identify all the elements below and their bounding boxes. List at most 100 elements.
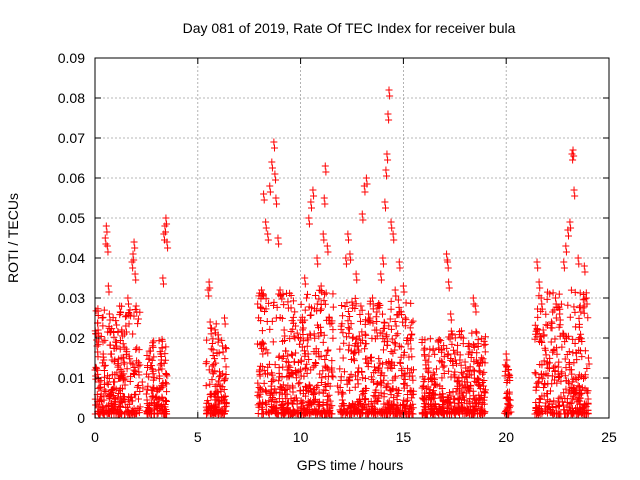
- data-point: [572, 323, 580, 331]
- data-point: [420, 346, 428, 354]
- data-point: [447, 355, 455, 363]
- data-point: [323, 242, 331, 250]
- data-point: [310, 192, 318, 200]
- data-point: [258, 403, 266, 411]
- data-point: [130, 256, 138, 264]
- data-point: [130, 410, 138, 418]
- data-point: [466, 395, 474, 403]
- data-point: [143, 351, 151, 359]
- data-point: [573, 356, 581, 364]
- data-point: [448, 340, 456, 348]
- data-point: [393, 392, 401, 400]
- data-point: [212, 359, 220, 367]
- data-point: [135, 346, 143, 354]
- data-point: [548, 409, 556, 417]
- data-point: [573, 404, 581, 412]
- data-point: [431, 380, 439, 388]
- data-point: [538, 300, 546, 308]
- data-point: [532, 399, 540, 407]
- data-point: [347, 370, 355, 378]
- data-point: [383, 341, 391, 349]
- data-point: [551, 335, 559, 343]
- data-point: [426, 335, 434, 343]
- data-point: [209, 368, 217, 376]
- data-point: [387, 297, 395, 305]
- data-point: [429, 369, 437, 377]
- data-point: [476, 368, 484, 376]
- data-point: [391, 317, 399, 325]
- data-point: [97, 390, 105, 398]
- data-point: [568, 387, 576, 395]
- data-point: [214, 398, 222, 406]
- data-point: [115, 390, 123, 398]
- data-point: [581, 371, 589, 379]
- data-point: [347, 356, 355, 364]
- data-point: [469, 402, 477, 410]
- data-point: [106, 341, 114, 349]
- data-point: [320, 386, 328, 394]
- data-point: [551, 362, 559, 370]
- data-point: [110, 410, 118, 418]
- data-point: [470, 358, 478, 366]
- data-point: [113, 321, 121, 329]
- y-tick-label: 0.08: [58, 90, 85, 106]
- data-point: [443, 399, 451, 407]
- data-point: [155, 401, 163, 409]
- data-point: [379, 346, 387, 354]
- data-point: [292, 322, 300, 330]
- data-point: [317, 352, 325, 360]
- data-point: [210, 402, 218, 410]
- data-point: [567, 286, 575, 294]
- data-point: [313, 307, 321, 315]
- data-point: [453, 360, 461, 368]
- data-point: [575, 304, 583, 312]
- data-point: [376, 408, 384, 416]
- data-point: [208, 376, 216, 384]
- data-point: [159, 280, 167, 288]
- data-point: [456, 380, 464, 388]
- data-point: [346, 325, 354, 333]
- data-point: [262, 218, 270, 226]
- data-point: [211, 382, 219, 390]
- data-point: [451, 399, 459, 407]
- data-point: [126, 306, 134, 314]
- data-point: [94, 326, 102, 334]
- data-point: [303, 369, 311, 377]
- data-point: [298, 343, 306, 351]
- data-point: [136, 403, 144, 411]
- data-point: [316, 370, 324, 378]
- data-point: [120, 354, 128, 362]
- data-point: [270, 138, 278, 146]
- data-point: [299, 331, 307, 339]
- data-point: [303, 290, 311, 298]
- data-point: [107, 391, 115, 399]
- data-point: [455, 374, 463, 382]
- data-point: [206, 318, 214, 326]
- data-point: [546, 290, 554, 298]
- data-point: [277, 292, 285, 300]
- data-point: [377, 270, 385, 278]
- data-point: [584, 410, 592, 418]
- data-point: [392, 322, 400, 330]
- data-point: [104, 282, 112, 290]
- data-point: [295, 367, 303, 375]
- data-point: [537, 333, 545, 341]
- data-point: [340, 339, 348, 347]
- data-point: [322, 289, 330, 297]
- data-point: [542, 399, 550, 407]
- data-point: [258, 292, 266, 300]
- data-point: [395, 386, 403, 394]
- data-point: [264, 363, 272, 371]
- data-point: [385, 403, 393, 411]
- data-point: [371, 393, 379, 401]
- data-point: [350, 350, 358, 358]
- data-point: [338, 320, 346, 328]
- data-point: [285, 372, 293, 380]
- data-point: [346, 250, 354, 258]
- data-point: [101, 361, 109, 369]
- data-point: [373, 302, 381, 310]
- data-point: [533, 403, 541, 411]
- data-point: [431, 350, 439, 358]
- data-point: [370, 404, 378, 412]
- data-point: [275, 364, 283, 372]
